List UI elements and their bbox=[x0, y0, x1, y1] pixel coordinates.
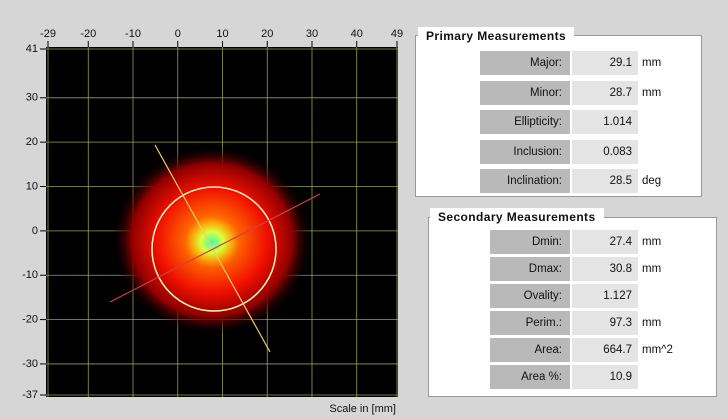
measure-row: Area %: 10.9 bbox=[490, 365, 686, 389]
measure-label: Area: bbox=[490, 338, 570, 362]
y-tick-label: -20 bbox=[22, 313, 38, 325]
x-tick-label: -29 bbox=[40, 28, 56, 40]
measure-label: Area %: bbox=[490, 365, 570, 389]
measure-value: 27.4 bbox=[572, 230, 638, 254]
x-tick-label: -10 bbox=[125, 28, 141, 40]
measure-label: Minor: bbox=[480, 80, 570, 105]
measure-value: 30.8 bbox=[572, 257, 638, 281]
y-tick-label: -10 bbox=[22, 269, 38, 281]
measure-unit: mm bbox=[642, 57, 662, 69]
measure-value: 28.7 bbox=[572, 80, 638, 105]
y-tick-label: -37 bbox=[22, 389, 38, 401]
measure-value: 1.127 bbox=[572, 284, 638, 308]
measure-row: Dmin: 27.4 mm bbox=[490, 230, 686, 254]
measure-unit: mm bbox=[642, 317, 662, 329]
measure-value: 97.3 bbox=[572, 311, 638, 335]
measure-unit: mm^2 bbox=[642, 344, 673, 356]
y-tick-label: 10 bbox=[26, 180, 38, 192]
fit-ellipse bbox=[151, 186, 277, 312]
measure-row: Inclusion: 0.083 bbox=[480, 139, 686, 164]
measure-value: 0.083 bbox=[572, 139, 638, 164]
measure-label: Major: bbox=[480, 51, 570, 75]
major-axis bbox=[154, 144, 271, 353]
measure-value: 1.014 bbox=[572, 110, 638, 134]
panel-title: Secondary Measurements bbox=[430, 208, 604, 226]
measure-unit: mm bbox=[642, 236, 662, 248]
measure-label: Ovality: bbox=[490, 284, 570, 308]
measure-label: Dmax: bbox=[490, 257, 570, 281]
measure-row: Minor: 28.7 mm bbox=[480, 80, 686, 105]
measure-label: Inclination: bbox=[480, 169, 570, 193]
scale-label: Scale in [mm] bbox=[329, 403, 396, 415]
measure-row: Dmax: 30.8 mm bbox=[490, 257, 686, 281]
y-tick-label: 0 bbox=[32, 225, 38, 237]
x-tick-label: 0 bbox=[175, 28, 181, 40]
measure-unit: deg bbox=[642, 175, 662, 187]
beam-core bbox=[184, 216, 240, 268]
measure-row: Area: 664.7 mm^2 bbox=[490, 338, 686, 362]
y-tick-label: -30 bbox=[22, 358, 38, 370]
y-tick-label: 30 bbox=[26, 92, 38, 104]
x-tick-label: 40 bbox=[351, 28, 363, 40]
measure-label: Dmin: bbox=[490, 230, 570, 254]
measure-value: 29.1 bbox=[572, 51, 638, 75]
panel-title: Primary Measurements bbox=[418, 27, 575, 45]
measure-value: 10.9 bbox=[572, 365, 638, 389]
y-tick-label: 20 bbox=[26, 136, 38, 148]
measure-row: Ellipticity: 1.014 bbox=[480, 110, 686, 134]
x-tick-label: -20 bbox=[80, 28, 96, 40]
measure-row: Inclination: 28.5 deg bbox=[480, 169, 686, 193]
measure-value: 28.5 bbox=[572, 169, 638, 193]
beam-view: Scale in [mm] -29 -20 -10 0 10 20 30 40 49 41 30 20… bbox=[22, 28, 403, 415]
minor-axis bbox=[109, 193, 321, 303]
x-tick-label: 49 bbox=[391, 28, 403, 40]
measure-row: Ovality: 1.127 bbox=[490, 284, 686, 308]
measure-label: Inclusion: bbox=[480, 139, 570, 164]
y-tick-label: 41 bbox=[26, 43, 38, 55]
x-tick-label: 20 bbox=[261, 28, 273, 40]
measure-value: 664.7 bbox=[572, 338, 638, 362]
x-tick-label: 30 bbox=[306, 28, 318, 40]
measure-unit: mm bbox=[642, 263, 662, 275]
measure-label: Ellipticity: bbox=[480, 110, 570, 134]
x-tick-label: 10 bbox=[216, 28, 228, 40]
measure-unit: mm bbox=[642, 86, 662, 99]
measure-row: Perim.: 97.3 mm bbox=[490, 311, 686, 335]
measure-label: Perim.: bbox=[490, 311, 570, 335]
measure-row: Major: 29.1 mm bbox=[480, 51, 686, 75]
